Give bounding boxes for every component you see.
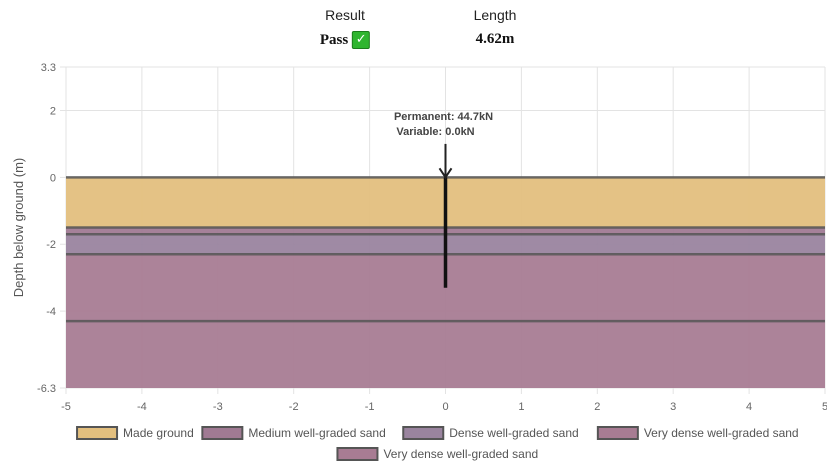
x-tick-label: 5: [822, 401, 827, 413]
legend-label: Medium well-graded sand: [248, 426, 385, 440]
load-arrow-head: [438, 167, 453, 180]
results-summary: Result Length Pass ✓ 4.62m: [0, 0, 827, 55]
x-tick-label: 4: [746, 401, 752, 413]
legend: Made ground Medium well-graded sand Dense …: [76, 426, 799, 461]
legend-label: Very dense well-graded sand: [644, 426, 799, 440]
soil-layer: [66, 321, 825, 388]
y-axis-label: Depth below ground (m): [11, 158, 26, 297]
x-tick-label: 3: [670, 401, 676, 413]
result-header: Result: [325, 7, 365, 23]
legend-label: Dense well-graded sand: [449, 426, 578, 440]
permanent-load-label: Permanent: 44.7kN: [394, 111, 493, 123]
legend-swatch: [402, 426, 445, 440]
legend-swatch: [336, 447, 379, 461]
length-value: 4.62m: [475, 31, 515, 47]
x-tick-label: -2: [289, 401, 299, 413]
legend-label: Made ground: [123, 426, 194, 440]
result-status-text: Pass: [319, 31, 349, 48]
y-tick-label: 3.3: [41, 62, 56, 74]
x-tick-label: -4: [137, 401, 147, 413]
y-tick-label: -6.3: [37, 383, 56, 395]
y-tick-label: -4: [46, 306, 56, 318]
x-tick-label: 0: [442, 401, 448, 413]
legend-swatch: [201, 426, 244, 440]
check-icon: ✓: [352, 31, 371, 49]
variable-load-label: Variable: 0.0kN: [396, 126, 474, 138]
x-tick-label: -5: [61, 401, 71, 413]
x-tick-label: 2: [594, 401, 600, 413]
result-value: Pass ✓: [319, 31, 371, 49]
y-tick-label: -2: [46, 239, 56, 251]
legend-swatch: [76, 426, 119, 440]
length-header: Length: [473, 7, 517, 23]
legend-label: Very dense well-graded sand: [383, 447, 538, 461]
x-tick-label: -1: [365, 401, 375, 413]
legend-swatch: [596, 426, 639, 440]
y-tick-label: 0: [50, 172, 56, 184]
y-tick-label: 2: [50, 105, 56, 117]
x-tick-label: 1: [518, 401, 524, 413]
x-tick-label: -3: [213, 401, 223, 413]
